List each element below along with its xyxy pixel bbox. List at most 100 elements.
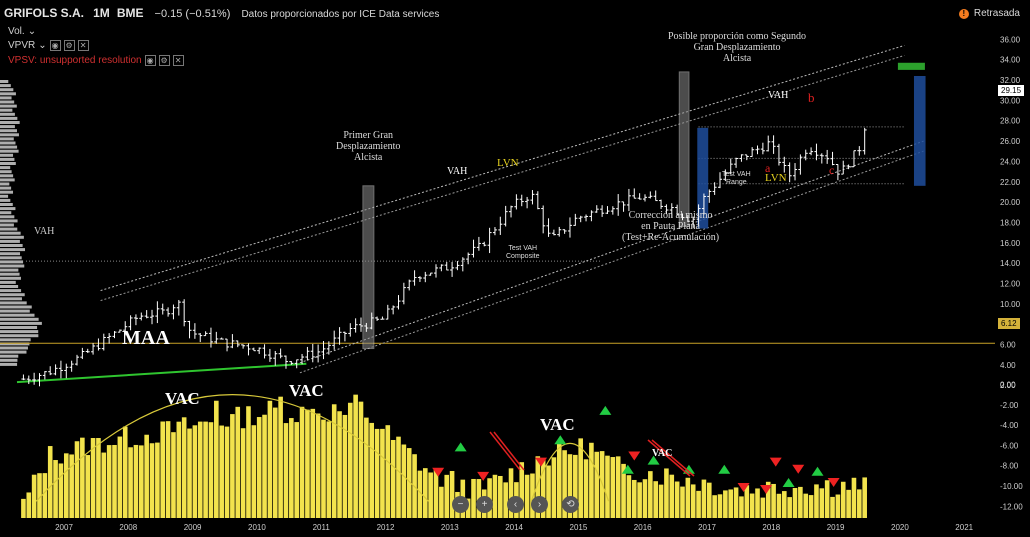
volume-bar — [208, 422, 214, 518]
volume-profile-bar — [0, 203, 13, 206]
time-tick-label: 2020 — [891, 523, 909, 532]
chevron-down-icon[interactable]: ⌄ — [27, 26, 37, 37]
up-arrow-marker — [621, 464, 634, 474]
volume-bar — [717, 494, 723, 518]
volume-bar — [755, 488, 760, 518]
volume-profile-bar — [0, 350, 27, 354]
delayed-status[interactable]: ! Retrasada — [958, 8, 1020, 19]
volume-bar — [508, 468, 514, 518]
volume-profile-bar — [0, 260, 24, 264]
volume-profile-bar — [0, 162, 16, 165]
volume-bar — [648, 471, 653, 518]
volume-bar — [310, 408, 316, 518]
vac-label-3: VAC — [540, 415, 575, 434]
volume-bar — [546, 465, 551, 518]
up-arrow-marker — [554, 435, 567, 445]
volume-profile-bar — [0, 88, 14, 92]
wave-a-label: a — [765, 161, 771, 175]
volume-profile-bar — [0, 223, 14, 227]
close-icon[interactable]: ✕ — [172, 55, 184, 66]
volume-profile-bar — [0, 239, 20, 243]
lvn-label-2: LVN — [765, 172, 787, 184]
price-tick-label: 16.00 — [1000, 239, 1021, 248]
volume-profile-bar — [0, 133, 19, 137]
channel-line — [299, 150, 924, 374]
lvn-label-1: LVN — [497, 157, 519, 169]
up-arrow-marker — [811, 466, 824, 476]
down-arrow-marker — [760, 485, 773, 495]
price-tick-label: 18.00 — [1000, 218, 1021, 227]
projection-box — [697, 127, 709, 229]
volume-bar — [63, 453, 69, 518]
indicator-vpvr[interactable]: VPVR ⌄ ◉ ⚙ ✕ — [8, 40, 89, 51]
volume-bar — [187, 428, 192, 518]
zoom-in-button[interactable]: + — [476, 496, 493, 513]
volume-profile-bar — [0, 285, 19, 288]
volume-bar — [214, 400, 219, 518]
volume-tick-label: 0.00 — [1000, 381, 1016, 390]
volume-bar — [26, 492, 32, 518]
volume-bar — [315, 413, 321, 518]
volume-profile-bar — [0, 289, 22, 293]
volume-bar — [578, 438, 583, 518]
volume-bar — [80, 437, 85, 518]
time-tick-label: 2016 — [634, 523, 652, 532]
indicator-vpsv[interactable]: VPSV: unsupported resolution ◉ ⚙ ✕ — [8, 55, 184, 66]
displacement-box — [678, 71, 690, 228]
settings-icon[interactable]: ⚙ — [63, 40, 75, 51]
volume-bar — [840, 481, 846, 518]
volume-bar — [74, 441, 80, 518]
price-tick-label: 28.00 — [1000, 117, 1021, 126]
volume-tick-label: -4.00 — [1000, 421, 1019, 430]
volume-bar — [765, 481, 771, 518]
down-arrow-marker — [477, 471, 490, 481]
vac-arc — [35, 394, 429, 502]
volume-bar — [728, 489, 734, 518]
interval[interactable]: 1M — [93, 6, 110, 20]
volume-bar — [112, 444, 117, 518]
volume-bar — [85, 455, 91, 518]
symbol-name[interactable]: GRIFOLS S.A. — [4, 6, 85, 20]
volume-bar — [749, 493, 755, 518]
eye-icon[interactable]: ◉ — [144, 55, 156, 66]
volume-bar — [642, 479, 648, 518]
zoom-out-button[interactable]: − — [452, 496, 469, 513]
price-change: −0.15 (−0.51%) — [154, 8, 231, 20]
volume-bar — [471, 478, 476, 518]
up-arrow-marker — [454, 442, 467, 452]
down-arrow-marker — [769, 457, 782, 467]
volume-profile-bar — [0, 84, 11, 88]
volume-profile-bar — [0, 198, 11, 202]
indicator-volume[interactable]: Vol. ⌄ — [8, 26, 36, 37]
scroll-right-button[interactable]: › — [531, 496, 548, 513]
volume-bar — [744, 485, 750, 518]
volume-profile-bar — [0, 186, 12, 190]
chart-header: GRIFOLS S.A. 1M BME −0.15 (−0.51%) Datos… — [4, 6, 439, 20]
volume-bar — [369, 422, 375, 518]
price-tick-label: 36.00 — [1000, 35, 1021, 44]
down-arrow-marker — [737, 483, 750, 493]
volume-bar — [176, 421, 182, 518]
volume-bar — [562, 450, 567, 518]
vac-diagonal — [647, 439, 691, 477]
vah-label-mid: VAH — [447, 166, 468, 177]
chevron-down-icon[interactable]: ⌄ — [38, 40, 47, 51]
down-arrow-marker — [535, 457, 548, 467]
volume-profile-bar — [0, 137, 14, 141]
volume-profile-bar — [0, 100, 15, 104]
volume-profile-bar — [0, 244, 23, 247]
eye-icon[interactable]: ◉ — [49, 40, 61, 51]
price-tick-label: 24.00 — [1000, 157, 1021, 166]
scroll-left-button[interactable]: ‹ — [507, 496, 524, 513]
reset-chart-button[interactable]: ⟲ — [562, 496, 579, 513]
volume-profile-bar — [0, 182, 10, 186]
close-icon[interactable]: ✕ — [77, 40, 89, 51]
volume-bar — [733, 487, 739, 518]
volume-bar — [690, 484, 696, 518]
settings-icon[interactable]: ⚙ — [158, 55, 170, 66]
up-arrow-marker — [647, 455, 660, 465]
price-tick-label: 6.00 — [1000, 340, 1016, 349]
volume-bar — [139, 445, 144, 518]
volume-profile-bar — [0, 252, 21, 256]
